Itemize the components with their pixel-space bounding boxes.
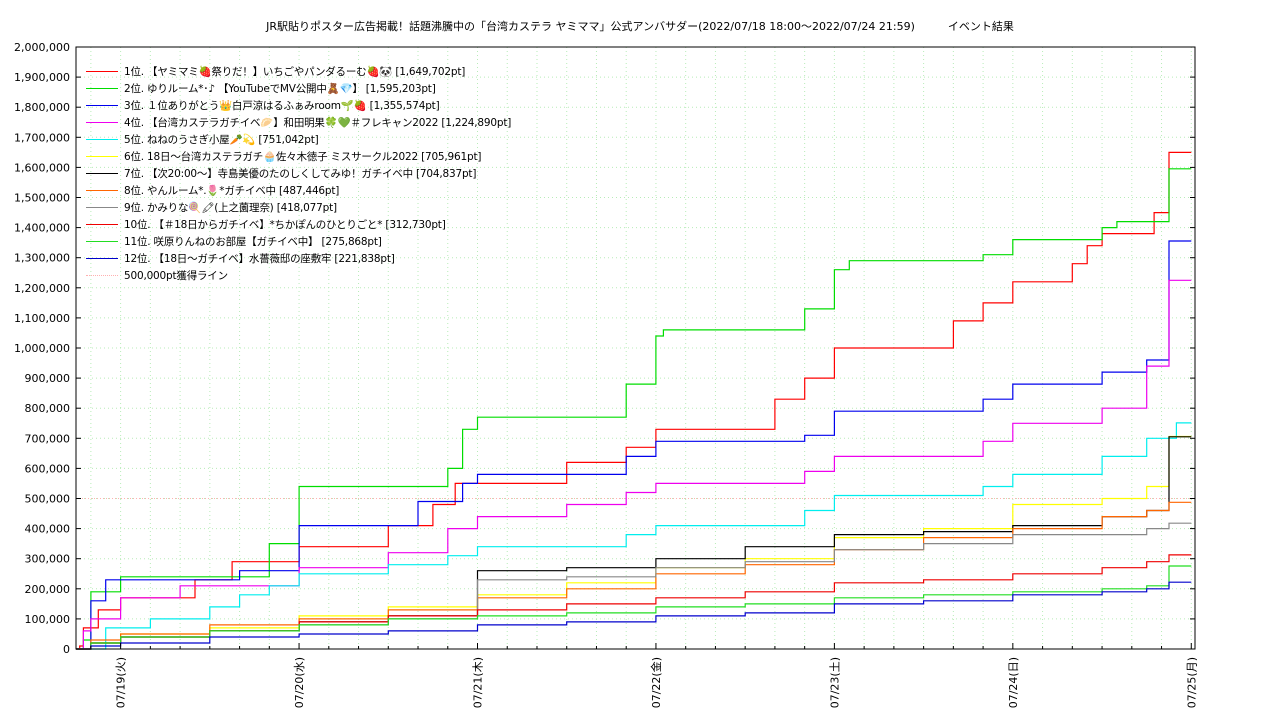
x-tick-label: 07/24(日) (1007, 657, 1020, 708)
legend-item-9: 9位. かみりな🍭🖍(上之薗理奈) [418,077pt] (86, 199, 511, 216)
legend-label: 8位. やんルーム*.🌷*ガチイベ中 [487,446pt] (124, 185, 340, 197)
series-line-10 (76, 554, 1192, 650)
legend-swatch (86, 207, 118, 208)
x-axis: 07/19(火) 07/20(水) 07/21(木) 07/22(金) 07/23(土)… (90, 643, 1198, 708)
chart-legend: 1位. 【ヤミマミ🍓祭りだ！】いちごやパンダるーむ🍓🐼 [1,649,702pt… (86, 63, 511, 284)
y-tick-label: 1,200,000 (14, 282, 70, 295)
legend-swatch (86, 224, 118, 225)
y-tick-label: 200,000 (25, 583, 71, 596)
legend-item-2: 2位. ゆりルーム*･♪ 【YouTubeでMV公開中🧸💎】 [1,595,20… (86, 80, 511, 97)
legend-swatch (86, 88, 118, 89)
legend-swatch (86, 156, 118, 157)
series-line-5 (76, 422, 1192, 650)
legend-swatch (86, 105, 118, 106)
y-tick-label: 1,400,000 (14, 222, 70, 235)
x-tick-label: 07/23(土) (828, 657, 841, 708)
legend-item-10: 10位. 【＃18日からガチイベ】*ちかぽんのひとりごと* [312,730pt… (86, 216, 511, 233)
legend-label: 2位. ゆりルーム*･♪ 【YouTubeでMV公開中🧸💎】 [1,595,20… (124, 83, 436, 95)
series-line-8 (76, 501, 1192, 650)
y-tick-label: 700,000 (25, 432, 71, 445)
y-tick-label: 1,800,000 (14, 101, 70, 114)
legend-swatch (86, 190, 118, 191)
legend-swatch (86, 139, 118, 140)
y-tick-label: 0 (63, 643, 70, 656)
legend-label: 4位. 【台湾カステラガチイベ🥟】和田明果🍀💚＃フレキャン2022 [1,224… (124, 117, 512, 129)
y-tick-label: 500,000 (25, 493, 71, 506)
chart-title: JR駅貼りポスター広告掲載！話題沸騰中の「台湾カステラ ヤミママ」公式アンバサダ… (266, 20, 1014, 33)
legend-label: 11位. 咲原りんねのお部屋【ガチイベ中】 [275,868pt] (124, 236, 382, 248)
y-tick-label: 600,000 (25, 462, 71, 475)
legend-label: 500,000pt獲得ライン (124, 270, 228, 282)
legend-item-11: 11位. 咲原りんねのお部屋【ガチイベ中】 [275,868pt] (86, 233, 511, 250)
x-tick-label: 07/20(水) (293, 657, 306, 708)
legend-item-6: 6位. 18日〜台湾カステラガチ🧁佐々木徳子 ミスサークル2022 [705,9… (86, 148, 511, 165)
y-tick-label: 2,000,000 (14, 41, 70, 54)
y-tick-label: 1,000,000 (14, 342, 70, 355)
y-tick-label: 1,500,000 (14, 192, 70, 205)
legend-swatch (86, 275, 118, 276)
legend-item-1: 1位. 【ヤミマミ🍓祭りだ！】いちごやパンダるーむ🍓🐼 [1,649,702pt… (86, 63, 511, 80)
y-tick-label: 1,100,000 (14, 312, 70, 325)
legend-item-3: 3位. １位ありがとう👑白戸涼はるふぁみroom🌱🍓 [1,355,574pt] (86, 97, 511, 114)
series-line-11 (76, 565, 1192, 650)
legend-label: 1位. 【ヤミマミ🍓祭りだ！】いちごやパンダるーむ🍓🐼 [1,649,702pt… (124, 66, 466, 78)
legend-item-reference: 500,000pt獲得ライン (86, 267, 511, 284)
legend-label: 5位. ねねのうさぎ小屋🥕💫 [751,042pt] (124, 134, 319, 146)
y-tick-label: 1,700,000 (14, 131, 70, 144)
series-line-12 (76, 581, 1192, 650)
legend-item-5: 5位. ねねのうさぎ小屋🥕💫 [751,042pt] (86, 131, 511, 148)
y-tick-label: 800,000 (25, 402, 71, 415)
series-line-4 (76, 279, 1192, 650)
legend-swatch (86, 71, 118, 72)
y-tick-label: 400,000 (25, 523, 71, 536)
y-tick-label: 1,300,000 (14, 252, 70, 265)
chart-grid (76, 47, 1195, 649)
legend-label: 3位. １位ありがとう👑白戸涼はるふぁみroom🌱🍓 [1,355,574pt] (124, 100, 440, 112)
legend-item-4: 4位. 【台湾カステラガチイベ🥟】和田明果🍀💚＃フレキャン2022 [1,224… (86, 114, 511, 131)
legend-swatch (86, 241, 118, 242)
legend-item-12: 12位. 【18日〜ガチイベ】水薔薇邸の座敷牢 [221,838pt] (86, 250, 511, 267)
legend-swatch (86, 173, 118, 174)
y-tick-label: 900,000 (25, 372, 71, 385)
series-layer (76, 151, 1192, 650)
legend-label: 6位. 18日〜台湾カステラガチ🧁佐々木徳子 ミスサークル2022 [705,9… (124, 151, 482, 163)
x-tick-label: 07/19(火) (115, 657, 128, 708)
y-tick-label: 300,000 (25, 553, 71, 566)
x-tick-label: 07/22(金) (649, 657, 663, 708)
y-tick-label: 1,600,000 (14, 161, 70, 174)
legend-swatch (86, 258, 118, 259)
y-tick-label: 1,900,000 (14, 71, 70, 84)
legend-label: 9位. かみりな🍭🖍(上之薗理奈) [418,077pt] (124, 202, 337, 214)
y-axis: 0 100,000 200,000 300,000 400,000 500,000 600,… (14, 41, 1195, 656)
legend-item-8: 8位. やんルーム*.🌷*ガチイベ中 [487,446pt] (86, 182, 511, 199)
legend-label: 7位. 【次20:00〜】寺島美優のたのしくしてみゆ！ガチイベ中 [704,83… (124, 168, 477, 180)
series-line-2 (76, 168, 1192, 650)
legend-swatch (86, 122, 118, 123)
x-tick-label: 07/25(月) (1185, 657, 1198, 708)
legend-item-7: 7位. 【次20:00〜】寺島美優のたのしくしてみゆ！ガチイベ中 [704,83… (86, 165, 511, 182)
legend-label: 10位. 【＃18日からガチイベ】*ちかぽんのひとりごと* [312,730pt… (124, 219, 446, 231)
legend-label: 12位. 【18日〜ガチイベ】水薔薇邸の座敷牢 [221,838pt] (124, 253, 395, 265)
y-tick-label: 100,000 (25, 613, 71, 626)
x-tick-label: 07/21(木) (472, 657, 485, 708)
series-line-3 (76, 240, 1192, 650)
